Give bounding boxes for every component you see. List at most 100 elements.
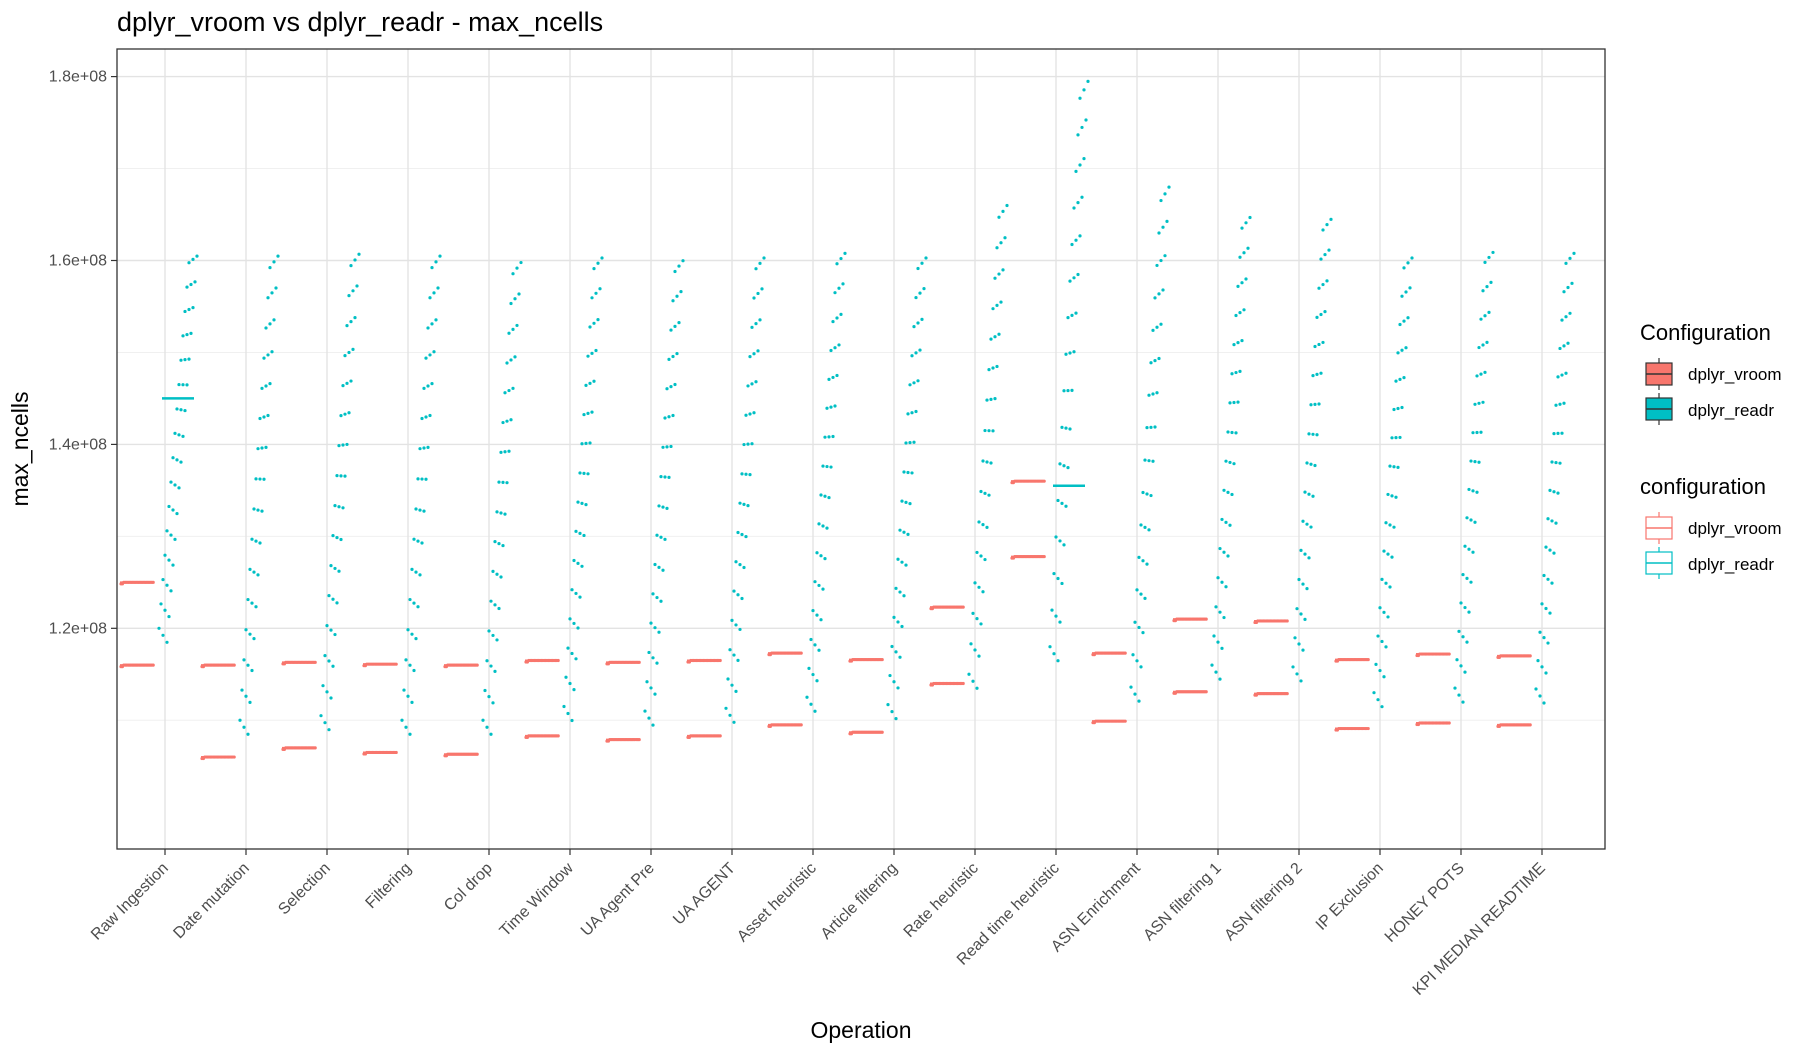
readr-point <box>1323 252 1327 257</box>
readr-point <box>357 252 361 256</box>
readr-point <box>1078 163 1082 167</box>
vroom-points-1 <box>200 663 236 761</box>
readr-point <box>1548 548 1552 552</box>
readr-point <box>513 355 517 359</box>
readr-point <box>1224 585 1228 589</box>
readr-point <box>248 632 252 636</box>
readr-point <box>1157 231 1161 235</box>
readr-point <box>1072 276 1076 280</box>
readr-point <box>426 445 430 449</box>
readr-point <box>1562 290 1566 294</box>
readr-point <box>580 501 584 505</box>
readr-point <box>659 475 663 479</box>
readr-point <box>177 433 181 437</box>
readr-point <box>669 444 673 449</box>
vroom-points-0 <box>119 580 155 669</box>
readr-point <box>1076 133 1080 137</box>
readr-point <box>1076 272 1080 277</box>
readr-point <box>659 599 663 603</box>
readr-point <box>679 290 683 294</box>
readr-point <box>333 566 337 571</box>
readr-point <box>1376 698 1380 702</box>
readr-point <box>1220 517 1224 522</box>
x-tick-label: Asset heuristic <box>734 860 820 946</box>
readr-points-17 <box>1534 251 1576 705</box>
readr-point <box>829 348 833 353</box>
readr-point <box>1376 634 1380 638</box>
readr-point <box>894 650 898 654</box>
readr-point <box>1546 641 1550 645</box>
readr-point <box>179 358 183 362</box>
readr-point <box>185 285 189 289</box>
readr-point <box>833 404 837 408</box>
readr-point <box>266 413 270 418</box>
readr-point <box>574 591 578 596</box>
readr-point <box>977 654 981 658</box>
readr-point <box>1141 559 1145 563</box>
readr-point <box>343 474 347 478</box>
readr-point <box>1070 242 1074 247</box>
readr-point <box>740 532 744 537</box>
readr-point <box>242 725 246 729</box>
readr-point <box>1402 376 1406 380</box>
readr-point <box>495 510 499 514</box>
readr-point <box>1327 248 1331 252</box>
readr-point <box>1562 401 1566 405</box>
readr-point <box>1151 328 1155 332</box>
readr-point <box>730 683 734 687</box>
readr-point <box>1396 465 1400 469</box>
readr-point <box>1301 519 1305 523</box>
readr-point <box>1232 462 1236 466</box>
readr-point <box>1149 425 1153 429</box>
x-tick-label: HONEY POTS <box>1382 860 1468 946</box>
readr-point <box>991 429 995 433</box>
readr-point <box>414 570 418 574</box>
readr-point <box>256 573 260 577</box>
readr-point <box>1469 580 1473 584</box>
readr-point <box>1242 251 1246 255</box>
readr-point <box>412 601 416 605</box>
readr-point <box>999 241 1003 245</box>
readr-point <box>896 686 900 690</box>
readr-point <box>1214 670 1218 674</box>
readr-point <box>254 477 258 481</box>
readr-point <box>1139 523 1143 527</box>
readr-point <box>505 481 509 485</box>
readr-point <box>410 567 414 571</box>
readr-point <box>922 287 926 291</box>
readr-point <box>987 368 991 372</box>
readr-point <box>349 320 353 324</box>
readr-point <box>1558 461 1562 465</box>
readr-point <box>1242 308 1246 312</box>
readr-point <box>981 590 985 594</box>
readr-point <box>329 696 333 700</box>
readr-point <box>501 543 505 548</box>
readr-point <box>345 442 349 447</box>
readr-point <box>1145 426 1149 430</box>
chart-title: dplyr_vroom vs dplyr_readr - max_ncells <box>117 7 603 37</box>
readr-point <box>1147 528 1151 532</box>
readr-point <box>420 416 424 421</box>
readr-point <box>979 554 983 558</box>
readr-point <box>1224 459 1228 463</box>
readr-point <box>250 537 254 541</box>
readr-point <box>987 429 991 433</box>
panel-border <box>116 48 1606 850</box>
readr-point <box>833 346 837 350</box>
readr-point <box>493 540 497 544</box>
readr-point <box>829 465 833 469</box>
readr-point <box>896 620 900 624</box>
readr-point <box>1084 118 1088 122</box>
readr-point <box>1228 523 1232 527</box>
readr-point <box>167 504 171 509</box>
readr-point <box>896 557 900 561</box>
readr-point <box>754 380 758 384</box>
readr-point <box>335 535 339 540</box>
readr-point <box>404 725 408 729</box>
readr-point <box>1070 388 1074 392</box>
readr-point <box>914 295 918 300</box>
vroom-points-14 <box>1253 619 1289 697</box>
readr-point <box>1052 652 1056 656</box>
readr-point <box>914 351 918 355</box>
readr-point <box>252 637 256 641</box>
